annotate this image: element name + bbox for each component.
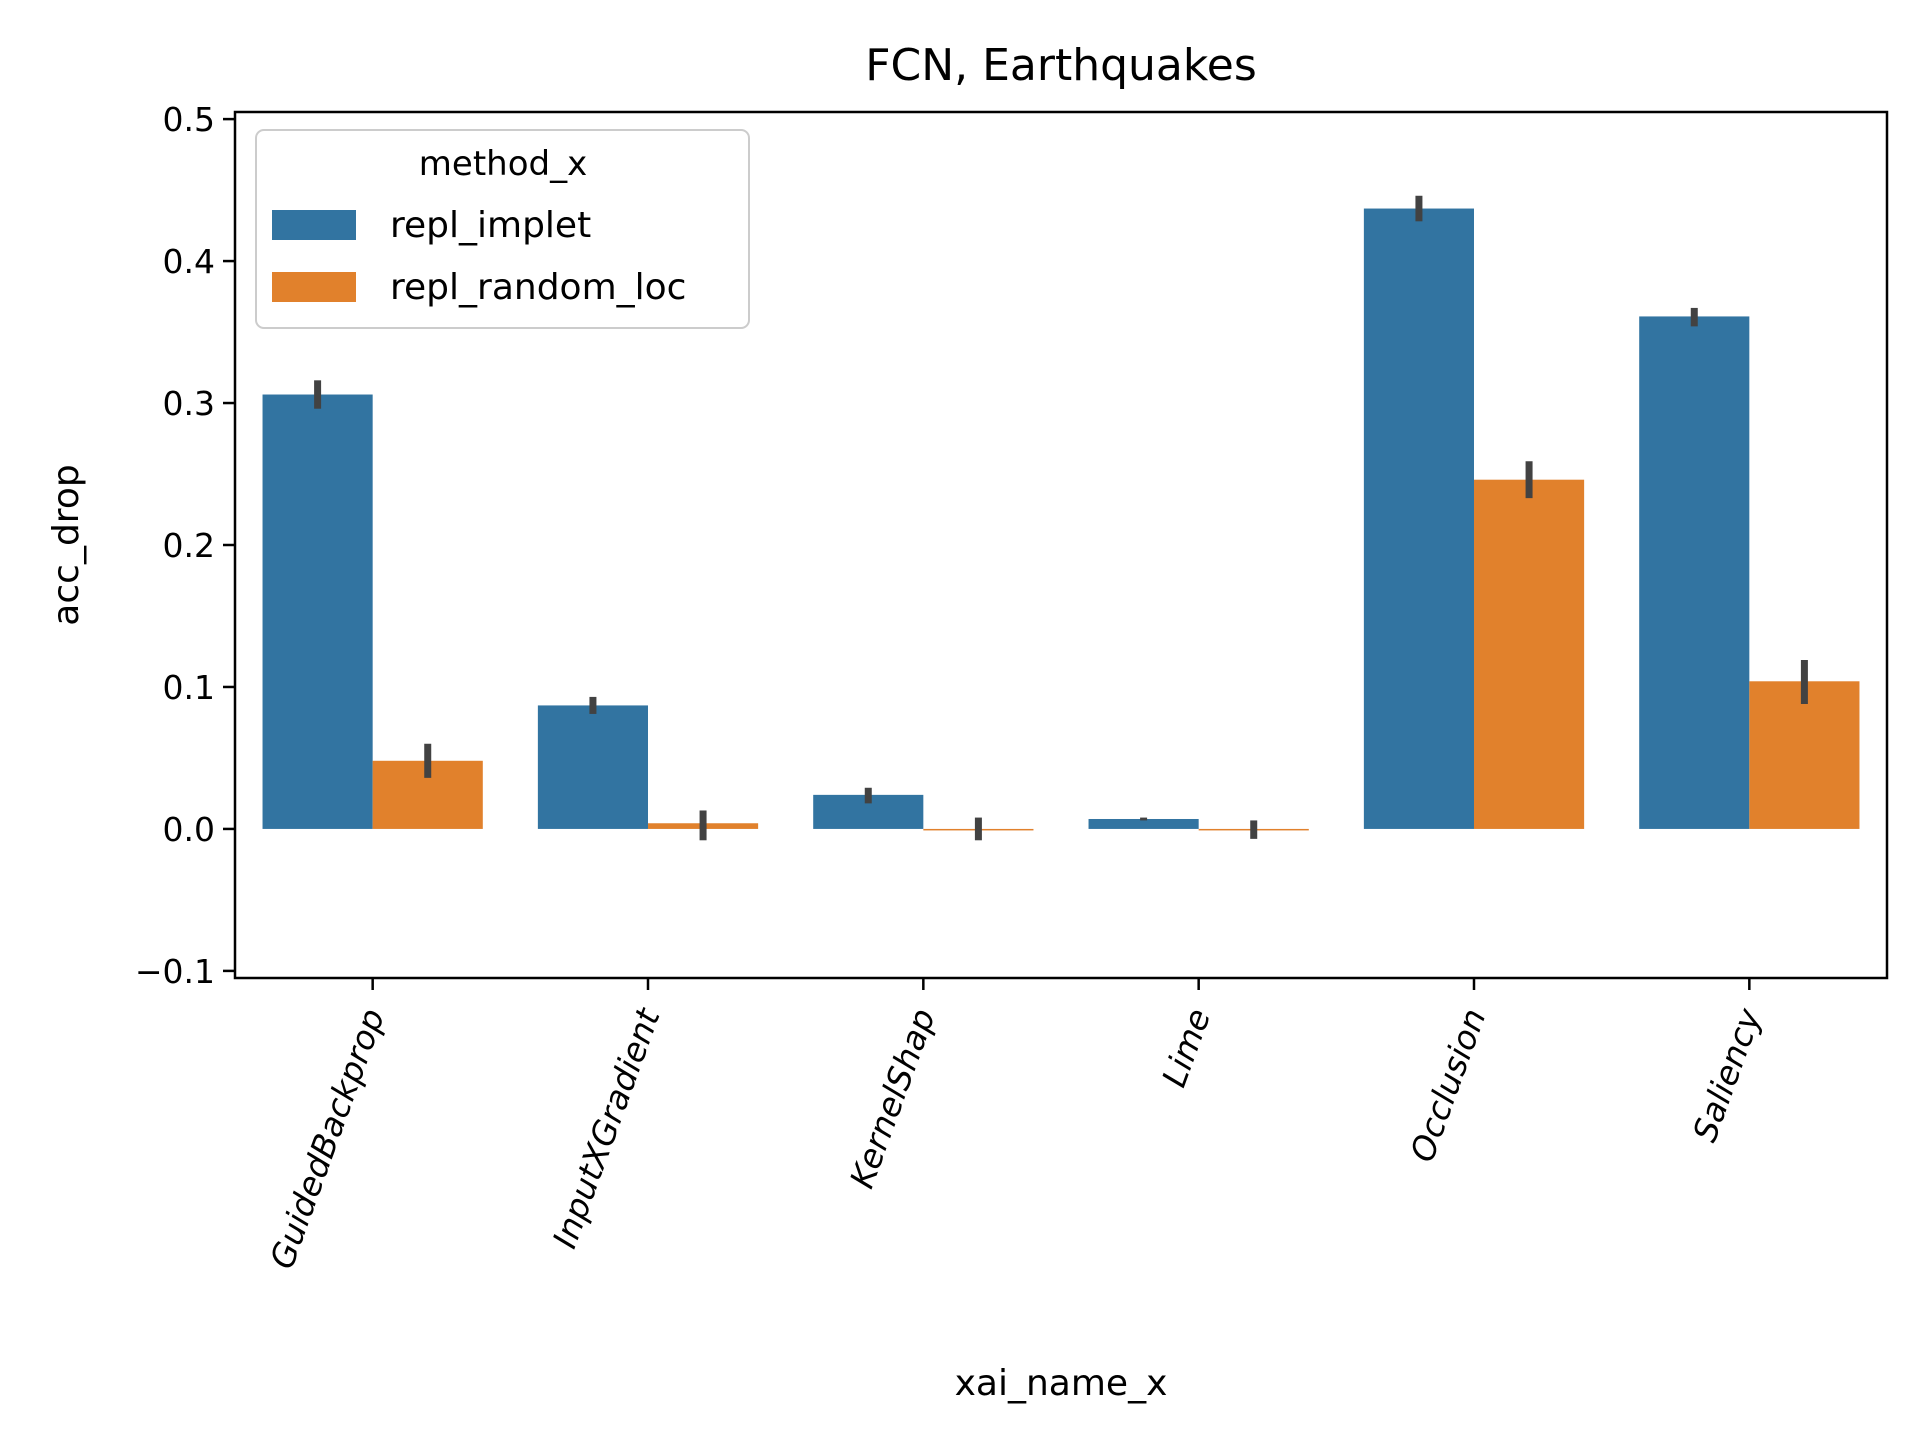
bar-repl-implet-guidedbackprop xyxy=(262,394,373,829)
y-tick-label: 0.0 xyxy=(163,810,215,849)
x-tick-label-inputxgradient: InputXGradient xyxy=(545,1002,668,1253)
legend-label-repl-random-loc: repl_random_loc xyxy=(390,267,686,308)
bar-repl-implet-occlusion xyxy=(1363,208,1474,829)
y-axis: −0.1 0.0 0.1 0.2 0.3 0.4 0.5 xyxy=(135,100,235,991)
y-tick-label: 0.3 xyxy=(163,384,215,423)
x-axis: GuidedBackprop InputXGradient KernelShap Li… xyxy=(262,978,1769,1274)
x-tick-label-kernelshap: KernelShap xyxy=(842,1003,943,1193)
y-tick-label: 0.5 xyxy=(163,100,215,139)
legend-label-repl-implet: repl_implet xyxy=(390,205,591,246)
bar-repl-implet-lime xyxy=(1088,818,1199,829)
x-tick-label-occlusion: Occlusion xyxy=(1402,1003,1493,1167)
x-axis-label: xai_name_x xyxy=(955,1363,1168,1404)
x-tick-label-guidedbackprop: GuidedBackprop xyxy=(262,1003,392,1273)
chart-title: FCN, Earthquakes xyxy=(865,40,1257,91)
legend: method_x repl_implet repl_random_loc xyxy=(255,129,750,329)
bar-repl-random-loc-saliency xyxy=(1749,681,1860,829)
y-tick-label: 0.2 xyxy=(163,526,215,565)
bar-repl-implet-saliency xyxy=(1639,316,1750,829)
y-tick-label: 0.1 xyxy=(163,668,215,707)
bar-repl-random-loc-occlusion xyxy=(1474,479,1585,829)
x-tick-label-lime: Lime xyxy=(1154,1003,1218,1092)
bars-group xyxy=(262,208,1860,831)
y-tick-label: 0.4 xyxy=(163,242,215,281)
x-tick-label-saliency: Saliency xyxy=(1685,1003,1769,1147)
y-tick-label: −0.1 xyxy=(135,952,215,991)
y-axis-label: acc_drop xyxy=(46,464,87,625)
legend-swatch-repl-random-loc xyxy=(272,272,356,302)
legend-title: method_x xyxy=(419,144,587,184)
bar-repl-implet-inputxgradient xyxy=(537,705,648,829)
error-bars-group xyxy=(314,195,1808,841)
legend-frame xyxy=(255,129,750,329)
legend-swatch-repl-implet xyxy=(272,210,356,240)
